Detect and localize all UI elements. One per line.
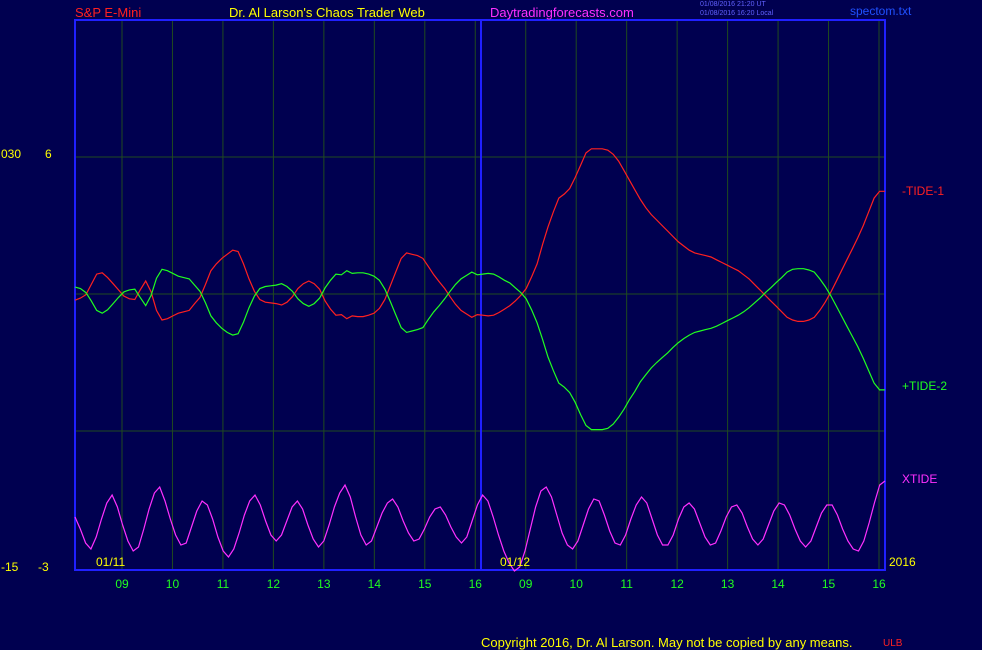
series-tide-2 [74,268,885,431]
x-tick-7: 16 [469,577,483,591]
site-title: Daytradingforecasts.com [490,5,634,20]
x-tick-2: 11 [217,577,230,591]
year-label: 2016 [889,555,916,569]
legend-tide-1: -TIDE-1 [902,184,944,198]
x-tick-3: 12 [267,577,281,591]
timestamp-local: 01/08/2016 16:20 Local [700,10,774,17]
instrument-title: S&P E-Mini [75,5,142,20]
x-tick-8: 09 [519,577,533,591]
x-tick-1: 10 [166,577,180,591]
date-label-2: 01/12 [500,555,530,569]
x-tick-14: 15 [822,577,836,591]
timestamp-ut: 01/08/2016 21:20 UT [700,1,766,8]
ulb-mark: ULB [883,638,903,649]
x-tick-13: 14 [771,577,785,591]
legend-tide-2: +TIDE-2 [902,379,947,393]
copyright-notice: Copyright 2016, Dr. Al Larson. May not b… [481,635,853,650]
x-tick-6: 15 [418,577,432,591]
legend-xtide: XTIDE [902,472,937,486]
x-tick-15: 16 [872,577,886,591]
x-tick-12: 13 [721,577,735,591]
y-outer-bottom-label: -15 [1,560,19,574]
y-outer-top-label: 030 [1,147,21,161]
x-tick-10: 11 [620,577,633,591]
x-tick-5: 14 [368,577,382,591]
date-label-1: 01/11 [96,555,125,569]
file-name: spectom.txt [850,4,912,18]
x-tick-4: 13 [317,577,331,591]
x-tick-11: 12 [670,577,684,591]
x-tick-labels: 09 10 11 12 13 14 15 16 09 10 11 12 13 14 15 16 [115,577,886,591]
author-title: Dr. Al Larson's Chaos Trader Web [229,5,425,20]
series-group [74,148,886,572]
x-tick-9: 10 [570,577,584,591]
x-tick-0: 09 [115,577,129,591]
series-tide-1 [74,148,885,322]
y-inner-top-label: 6 [45,147,52,161]
y-inner-bottom-label: -3 [38,560,49,574]
series-xtide [74,480,886,572]
